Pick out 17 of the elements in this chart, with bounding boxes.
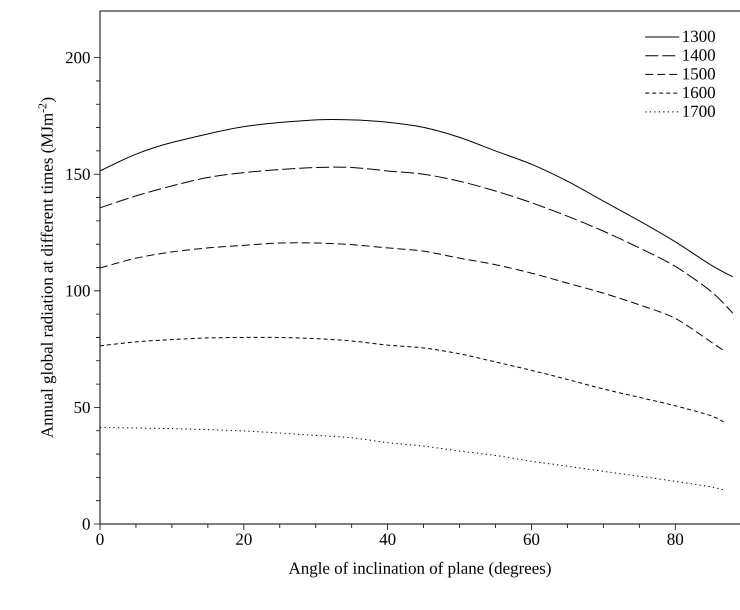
legend-label: 1300 (683, 30, 715, 42)
legend-label: 1700 (683, 106, 715, 117)
y-tick-label: 100 (66, 285, 90, 297)
x-tick-label: 0 (96, 534, 104, 545)
y-tick-label: 200 (66, 52, 90, 64)
y-tick-label: 0 (82, 518, 90, 530)
y-tick-label: 150 (66, 168, 90, 180)
legend-label: 1400 (683, 49, 715, 61)
legend-label: 1500 (683, 68, 715, 80)
x-tick-label: 40 (380, 534, 396, 545)
x-tick-label: 20 (236, 534, 252, 545)
x-axis-title: Angle of inclination of plane (degrees) (288, 562, 551, 578)
x-tick-label: 80 (667, 534, 684, 545)
legend-label: 1600 (683, 86, 715, 98)
y-axis-title: Annual global radiation at different times (MJm$^{-2}$) (38, 98, 56, 438)
x-tick-label: 60 (524, 534, 540, 545)
y-tick-label: 50 (74, 402, 90, 414)
